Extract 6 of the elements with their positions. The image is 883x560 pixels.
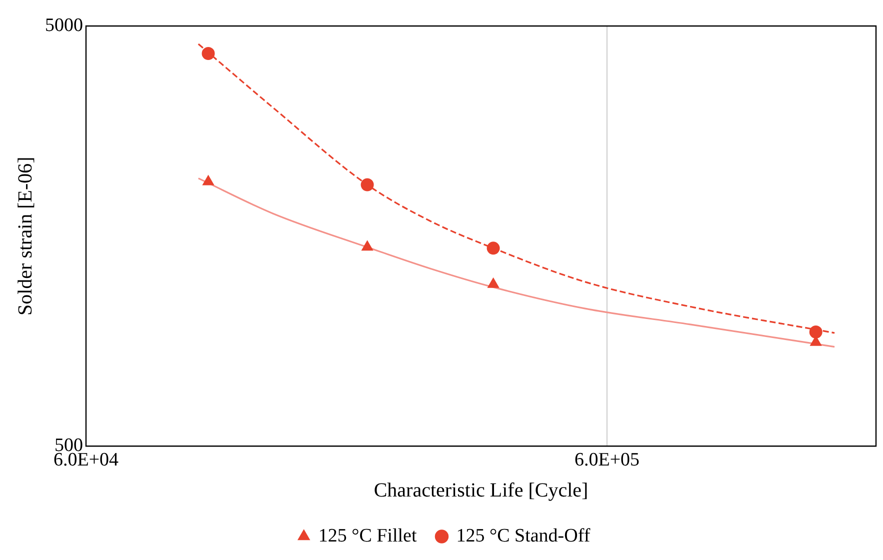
y-axis-title: Solder strain [E-06]: [14, 156, 36, 316]
y-tick-label: 5000: [45, 14, 83, 36]
x-axis-title: Characteristic Life [Cycle]: [374, 479, 588, 502]
legend-label: 125 °C Fillet: [318, 525, 418, 546]
legend-label: 125 °C Stand-Off: [456, 525, 591, 546]
x-tick-label: 6.0E+05: [574, 450, 640, 471]
